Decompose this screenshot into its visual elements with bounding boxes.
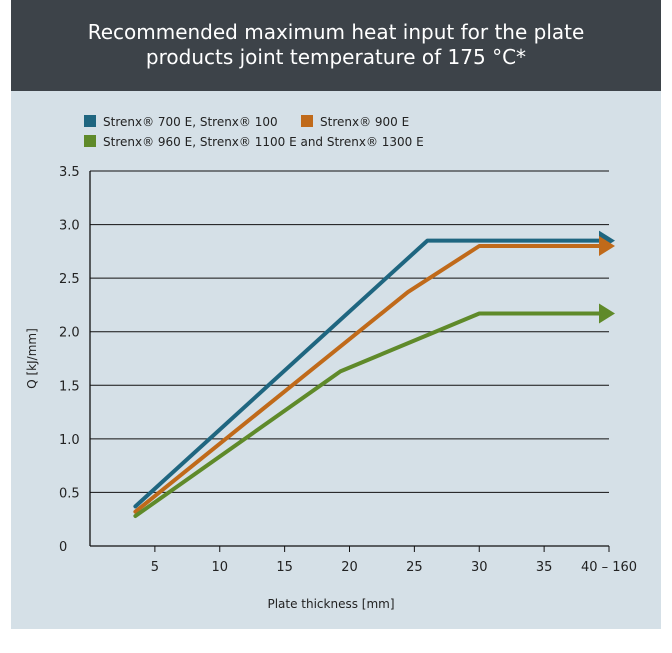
y-tick-label: 0 [59,540,67,555]
x-tick-label: 35 [536,560,553,575]
y-tick-label: 2.0 [59,326,80,341]
legend-label-1: Strenx® 700 E, Strenx® 100 [103,115,278,129]
chart-title: Recommended maximum heat input for the p… [11,0,661,91]
legend: Strenx® 700 E, Strenx® 100 Strenx® 900 E S… [84,115,424,149]
series-line-2 [133,244,611,514]
series-line-3 [133,311,611,518]
x-tick-label: 5 [151,560,159,575]
axes [89,171,609,547]
series-lines [133,230,615,518]
series-arrow-2 [599,236,615,256]
x-tick-label: 40 – 160 [581,560,637,575]
series-arrow-3 [599,303,615,324]
title-line-2: products joint temperature of 175 °C* [145,45,527,69]
x-tick-label: 10 [211,560,228,575]
legend-label-3: Strenx® 960 E, Strenx® 1100 E and Strenx… [103,135,424,149]
x-tick-label: 15 [276,560,293,575]
x-tick-label: 30 [471,560,488,575]
chart-panel [11,91,661,629]
y-axis-ticks: 0 0.5 1.0 1.5 2.0 2.5 3.0 3.5 [59,165,80,555]
title-line-1: Recommended maximum heat input for the p… [87,20,585,44]
legend-label-2: Strenx® 900 E [320,115,409,129]
legend-swatch-3 [84,135,96,147]
line-chart: Strenx® 700 E, Strenx® 100 Strenx® 900 E S… [25,115,637,611]
y-tick-label: 3.5 [59,165,80,180]
y-tick-label: 1.0 [59,433,80,448]
x-axis-ticks: 5 10 15 20 25 30 35 40 – 160 [151,546,637,575]
y-tick-label: 1.5 [59,379,80,394]
y-tick-label: 3.0 [59,219,80,234]
y-axis-label: Q [kJ/mm] [25,328,39,389]
y-tick-label: 0.5 [59,486,80,501]
y-tick-label: 2.5 [59,272,80,287]
series-line-1 [133,238,611,509]
x-tick-label: 25 [406,560,423,575]
x-axis-label: Plate thickness [mm] [267,597,394,611]
x-tick-label: 20 [341,560,358,575]
legend-swatch-1 [84,115,96,127]
legend-swatch-2 [301,115,313,127]
gridlines [90,170,609,493]
